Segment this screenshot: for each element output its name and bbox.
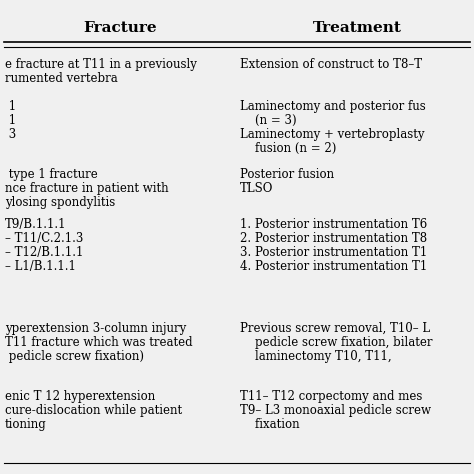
- Text: Laminectomy and posterior fus: Laminectomy and posterior fus: [240, 100, 426, 113]
- Text: (n = 3): (n = 3): [240, 114, 297, 127]
- Text: fusion (n = 2): fusion (n = 2): [240, 142, 337, 155]
- Text: – T12/B.1.1.1: – T12/B.1.1.1: [5, 246, 83, 259]
- Text: enic T 12 hyperextension: enic T 12 hyperextension: [5, 390, 155, 403]
- Text: – L1/B.1.1.1: – L1/B.1.1.1: [5, 260, 76, 273]
- Text: – T11/C.2.1.3: – T11/C.2.1.3: [5, 232, 83, 245]
- Text: ylosing spondylitis: ylosing spondylitis: [5, 196, 115, 209]
- Text: pedicle screw fixation, bilater: pedicle screw fixation, bilater: [240, 336, 432, 349]
- Text: 3: 3: [5, 128, 16, 141]
- Text: Laminectomy + vertebroplasty: Laminectomy + vertebroplasty: [240, 128, 425, 141]
- Text: 3. Posterior instrumentation T1: 3. Posterior instrumentation T1: [240, 246, 427, 259]
- Text: e fracture at T11 in a previously: e fracture at T11 in a previously: [5, 58, 197, 71]
- Text: T9/B.1.1.1: T9/B.1.1.1: [5, 218, 66, 231]
- Text: Treatment: Treatment: [312, 21, 401, 35]
- Text: rumented vertebra: rumented vertebra: [5, 72, 118, 85]
- Text: 1. Posterior instrumentation T6: 1. Posterior instrumentation T6: [240, 218, 427, 231]
- Text: fixation: fixation: [240, 418, 300, 431]
- Text: Fracture: Fracture: [83, 21, 157, 35]
- Text: TLSO: TLSO: [240, 182, 273, 195]
- Text: tioning: tioning: [5, 418, 47, 431]
- Text: T11 fracture which was treated: T11 fracture which was treated: [5, 336, 192, 349]
- Text: yperextension 3-column injury: yperextension 3-column injury: [5, 322, 186, 335]
- Text: laminectomy T10, T11,: laminectomy T10, T11,: [240, 350, 392, 363]
- Text: type 1 fracture: type 1 fracture: [5, 168, 98, 181]
- Text: Extension of construct to T8–T: Extension of construct to T8–T: [240, 58, 422, 71]
- Text: nce fracture in patient with: nce fracture in patient with: [5, 182, 169, 195]
- Text: pedicle screw fixation): pedicle screw fixation): [5, 350, 144, 363]
- Text: cure-dislocation while patient: cure-dislocation while patient: [5, 404, 182, 417]
- Text: T9– L3 monoaxial pedicle screw: T9– L3 monoaxial pedicle screw: [240, 404, 431, 417]
- Text: Posterior fusion: Posterior fusion: [240, 168, 334, 181]
- Text: 1: 1: [5, 114, 16, 127]
- Text: T11– T12 corpectomy and mes: T11– T12 corpectomy and mes: [240, 390, 422, 403]
- Text: 2. Posterior instrumentation T8: 2. Posterior instrumentation T8: [240, 232, 427, 245]
- Text: 1: 1: [5, 100, 16, 113]
- Text: 4. Posterior instrumentation T1: 4. Posterior instrumentation T1: [240, 260, 427, 273]
- Text: Previous screw removal, T10– L: Previous screw removal, T10– L: [240, 322, 430, 335]
